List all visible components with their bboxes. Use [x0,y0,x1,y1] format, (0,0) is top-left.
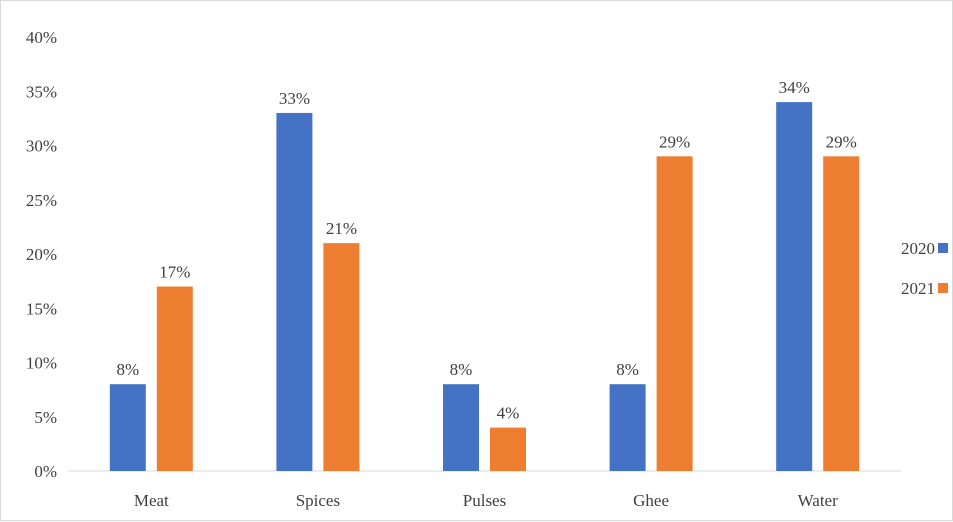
bars [109,102,860,471]
bar-2020-water [776,102,813,471]
data-label: 8% [450,360,473,379]
x-tick-label: Water [798,491,838,510]
y-tick-label: 25% [26,191,57,210]
bar-2020-meat [109,384,146,471]
data-label: 8% [616,360,639,379]
x-tick-label: Spices [296,491,340,510]
y-tick-label: 40% [26,28,57,47]
data-label: 17% [159,263,190,282]
data-label: 33% [279,89,310,108]
x-tick-label: Ghee [633,491,669,510]
bar-2021-meat [156,286,193,471]
data-label: 29% [659,132,690,151]
bar-2020-ghee [609,384,646,471]
data-label: 4% [497,404,520,423]
legend-label: 2021 [901,279,935,298]
legend: 2020 2021 [901,239,948,298]
bar-2021-spices [323,243,360,471]
x-tick-label: Pulses [463,491,506,510]
data-label: 29% [826,132,857,151]
x-axis: Meat Spices Pulses Ghee Water [134,491,838,510]
y-tick-label: 30% [26,137,57,156]
data-labels: 8% 17% 33% 21% 8% 4% 8% 29% 34% 29% [116,78,856,423]
bar-2021-ghee [656,156,693,471]
x-tick-label: Meat [134,491,169,510]
data-label: 21% [326,219,357,238]
bar-2020-spices [276,112,313,471]
y-axis: 0% 5% 10% 15% 20% 25% 30% 35% 40% [26,28,57,481]
y-tick-label: 5% [34,408,57,427]
bar-2021-pulses [490,427,526,471]
bar-2021-water [823,156,860,471]
y-tick-label: 0% [34,462,57,481]
y-tick-label: 10% [26,354,57,373]
data-label: 34% [779,78,810,97]
y-tick-label: 35% [26,82,57,101]
legend-swatch [938,283,948,293]
bar-2020-pulses [443,384,479,471]
data-label: 8% [116,360,139,379]
legend-label: 2020 [901,239,935,258]
y-tick-label: 20% [26,245,57,264]
y-tick-label: 15% [26,299,57,318]
legend-swatch [938,243,948,253]
